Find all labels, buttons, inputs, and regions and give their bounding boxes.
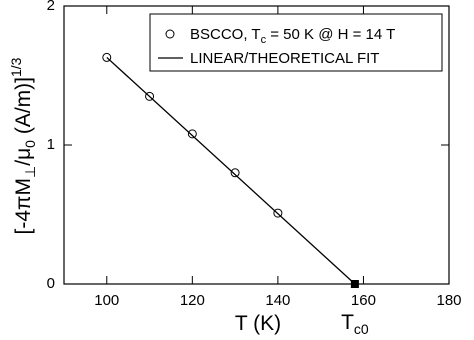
annotation-part: T (341, 311, 354, 334)
annotation-sub: c0 (354, 321, 369, 337)
x-axis-label: T (K) (235, 312, 281, 335)
y-axis-label: [-4πM⊥/μ0 (A/m)]1/3 (8, 57, 38, 234)
legend-text: LINEAR/THEORETICAL FIT (190, 50, 379, 67)
x-tick-label: 180 (436, 292, 461, 309)
y-label-sub: 0 (22, 140, 38, 148)
x-tick-label: 100 (94, 292, 119, 309)
y-label-part: (A/m)] (12, 77, 35, 140)
legend-label: LINEAR/THEORETICAL FIT (190, 50, 379, 67)
data-point (102, 52, 112, 62)
legend-label: BSCCO, Tc = 50 K @ H = 14 T (190, 26, 395, 46)
legend-box (149, 13, 443, 72)
legend-text: c (261, 34, 267, 46)
legend-text: = 50 K @ H = 14 T (266, 26, 395, 43)
y-tick-label: 2 (47, 0, 55, 14)
y-tick-label: 1 (47, 136, 55, 153)
data-point (145, 91, 155, 101)
data-point (230, 168, 240, 178)
legend-symbol (165, 29, 175, 39)
y-label-part: /μ (12, 148, 35, 166)
annotation-label: Tc0 (341, 311, 369, 337)
y-label-part: [-4πM (12, 178, 35, 235)
fit-line (106, 56, 356, 285)
data-point (187, 129, 197, 139)
annotation-point (350, 280, 359, 288)
data-point (273, 208, 283, 218)
x-tick-label: 160 (351, 292, 376, 309)
y-label-sub: ⊥ (22, 166, 38, 178)
x-tick-label: 140 (265, 292, 290, 309)
x-tick-label: 120 (180, 292, 205, 309)
y-tick-label: 0 (47, 275, 55, 292)
y-label-sup: 1/3 (8, 57, 24, 77)
legend-text: BSCCO, T (190, 26, 261, 43)
